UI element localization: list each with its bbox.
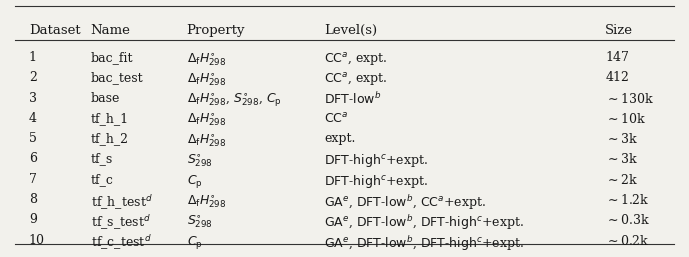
Text: tf_c_test$^{d}$: tf_c_test$^{d}$ — [90, 234, 152, 252]
Text: Level(s): Level(s) — [324, 24, 377, 37]
Text: $\mathrm{GA}^{e}$, $\mathrm{DFT}$-$\mathrm{low}^{b}$, $\mathrm{DFT}$-$\mathrm{hi: $\mathrm{GA}^{e}$, $\mathrm{DFT}$-$\math… — [324, 234, 524, 253]
Text: tf_h_1: tf_h_1 — [90, 112, 129, 125]
Text: 6: 6 — [29, 152, 37, 166]
Text: 147: 147 — [605, 51, 629, 64]
Text: $\mathrm{GA}^{e}$, $\mathrm{DFT}$-$\mathrm{low}^{b}$, $\mathrm{CC}^{a}$+expt.: $\mathrm{GA}^{e}$, $\mathrm{DFT}$-$\math… — [324, 193, 486, 212]
Text: 1: 1 — [29, 51, 37, 64]
Text: 10: 10 — [29, 234, 45, 247]
Text: expt.: expt. — [324, 132, 356, 145]
Text: Name: Name — [90, 24, 130, 37]
Text: $\sim$10k: $\sim$10k — [605, 112, 646, 126]
Text: 3: 3 — [29, 91, 37, 105]
Text: 5: 5 — [29, 132, 37, 145]
Text: $\mathrm{GA}^{e}$, $\mathrm{DFT}$-$\mathrm{low}^{b}$, $\mathrm{DFT}$-$\mathrm{hi: $\mathrm{GA}^{e}$, $\mathrm{DFT}$-$\math… — [324, 213, 524, 232]
Text: Property: Property — [187, 24, 245, 37]
Text: $\sim$2k: $\sim$2k — [605, 173, 638, 187]
Text: $\Delta_{\mathrm{f}}H^{\circ}_{298}$: $\Delta_{\mathrm{f}}H^{\circ}_{298}$ — [187, 112, 226, 128]
Text: tf_h_test$^{d}$: tf_h_test$^{d}$ — [90, 193, 152, 212]
Text: $\Delta_{\mathrm{f}}H^{\circ}_{298}$: $\Delta_{\mathrm{f}}H^{\circ}_{298}$ — [187, 51, 226, 68]
Text: $S^{\circ}_{298}$: $S^{\circ}_{298}$ — [187, 152, 213, 169]
Text: bac_test: bac_test — [90, 71, 143, 84]
Text: $\mathrm{CC}^{a}$: $\mathrm{CC}^{a}$ — [324, 112, 348, 126]
Text: 8: 8 — [29, 193, 37, 206]
Text: 7: 7 — [29, 173, 37, 186]
Text: 2: 2 — [29, 71, 37, 84]
Text: 9: 9 — [29, 213, 37, 226]
Text: $\mathrm{DFT}$-$\mathrm{high}^{c}$+expt.: $\mathrm{DFT}$-$\mathrm{high}^{c}$+expt. — [324, 173, 428, 190]
Text: tf_s: tf_s — [90, 152, 113, 166]
Text: $\sim$0.3k: $\sim$0.3k — [605, 213, 650, 227]
Text: Size: Size — [605, 24, 633, 37]
Text: base: base — [90, 91, 120, 105]
Text: $\mathrm{CC}^{a}$, expt.: $\mathrm{CC}^{a}$, expt. — [324, 71, 387, 88]
Text: $\mathrm{CC}^{a}$, expt.: $\mathrm{CC}^{a}$, expt. — [324, 51, 387, 68]
Text: Dataset: Dataset — [29, 24, 81, 37]
Text: tf_c: tf_c — [90, 173, 114, 186]
Text: 4: 4 — [29, 112, 37, 125]
Text: $S^{\circ}_{298}$: $S^{\circ}_{298}$ — [187, 213, 213, 230]
Text: $C_{\mathrm{p}}$: $C_{\mathrm{p}}$ — [187, 173, 203, 190]
Text: $\sim$1.2k: $\sim$1.2k — [605, 193, 650, 207]
Text: $\sim$0.2k: $\sim$0.2k — [605, 234, 650, 248]
Text: $\sim$3k: $\sim$3k — [605, 132, 638, 146]
Text: 412: 412 — [605, 71, 629, 84]
Text: $\sim$3k: $\sim$3k — [605, 152, 638, 167]
Text: bac_fit: bac_fit — [90, 51, 133, 64]
Text: tf_s_test$^{d}$: tf_s_test$^{d}$ — [90, 213, 151, 232]
Text: $\sim$130k: $\sim$130k — [605, 91, 654, 106]
Text: $\Delta_{\mathrm{f}}H^{\circ}_{298}$: $\Delta_{\mathrm{f}}H^{\circ}_{298}$ — [187, 71, 226, 88]
Text: $\mathrm{DFT}$-$\mathrm{high}^{c}$+expt.: $\mathrm{DFT}$-$\mathrm{high}^{c}$+expt. — [324, 152, 428, 169]
Text: tf_h_2: tf_h_2 — [90, 132, 129, 145]
Text: $\Delta_{\mathrm{f}}H^{\circ}_{298}$: $\Delta_{\mathrm{f}}H^{\circ}_{298}$ — [187, 132, 226, 149]
Text: $\Delta_{\mathrm{f}}H^{\circ}_{298}$, $S^{\circ}_{298}$, $C_{\mathrm{p}}$: $\Delta_{\mathrm{f}}H^{\circ}_{298}$, $S… — [187, 91, 282, 109]
Text: $\Delta_{\mathrm{f}}H^{\circ}_{298}$: $\Delta_{\mathrm{f}}H^{\circ}_{298}$ — [187, 193, 226, 210]
Text: $\mathrm{DFT}$-$\mathrm{low}^{b}$: $\mathrm{DFT}$-$\mathrm{low}^{b}$ — [324, 91, 381, 107]
Text: $C_{\mathrm{p}}$: $C_{\mathrm{p}}$ — [187, 234, 203, 251]
